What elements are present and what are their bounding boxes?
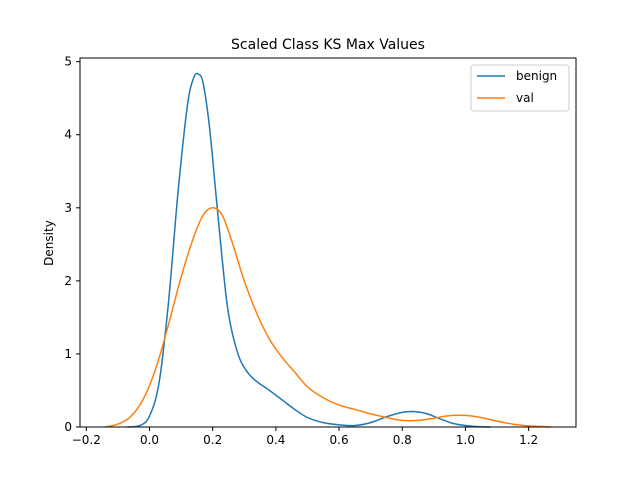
y-axis-label: Density (42, 220, 56, 266)
legend-label-benign: benign (516, 69, 557, 83)
x-tick-label: 0.0 (140, 433, 159, 447)
axes-frame (79, 57, 577, 428)
y-tick-label: 2 (64, 274, 72, 288)
x-tick-label: −0.2 (72, 433, 101, 447)
x-tick-label: 1.2 (519, 433, 538, 447)
chart-title: Scaled Class KS Max Values (231, 37, 425, 53)
density-line-benign (127, 72, 491, 428)
y-tick-label: 1 (64, 347, 72, 361)
legend-label-val: val (516, 91, 534, 105)
x-tick-label: 0.6 (330, 433, 349, 447)
x-axis: −0.2 0.0 0.2 0.4 0.6 0.8 1.0 1.2 (72, 427, 538, 447)
density-line-val (105, 207, 551, 428)
x-tick-label: 0.2 (203, 433, 222, 447)
y-tick-label: 4 (64, 128, 72, 142)
y-tick-label: 5 (64, 55, 72, 69)
x-tick-label: 1.0 (456, 433, 475, 447)
y-tick-label: 0 (64, 420, 72, 434)
legend: benign val (470, 64, 570, 112)
y-tick-label: 3 (64, 201, 72, 215)
x-tick-label: 0.4 (266, 433, 285, 447)
series-layer (105, 72, 551, 428)
y-axis: 0 1 2 3 4 5 (64, 55, 80, 434)
x-tick-label: 0.8 (393, 433, 412, 447)
